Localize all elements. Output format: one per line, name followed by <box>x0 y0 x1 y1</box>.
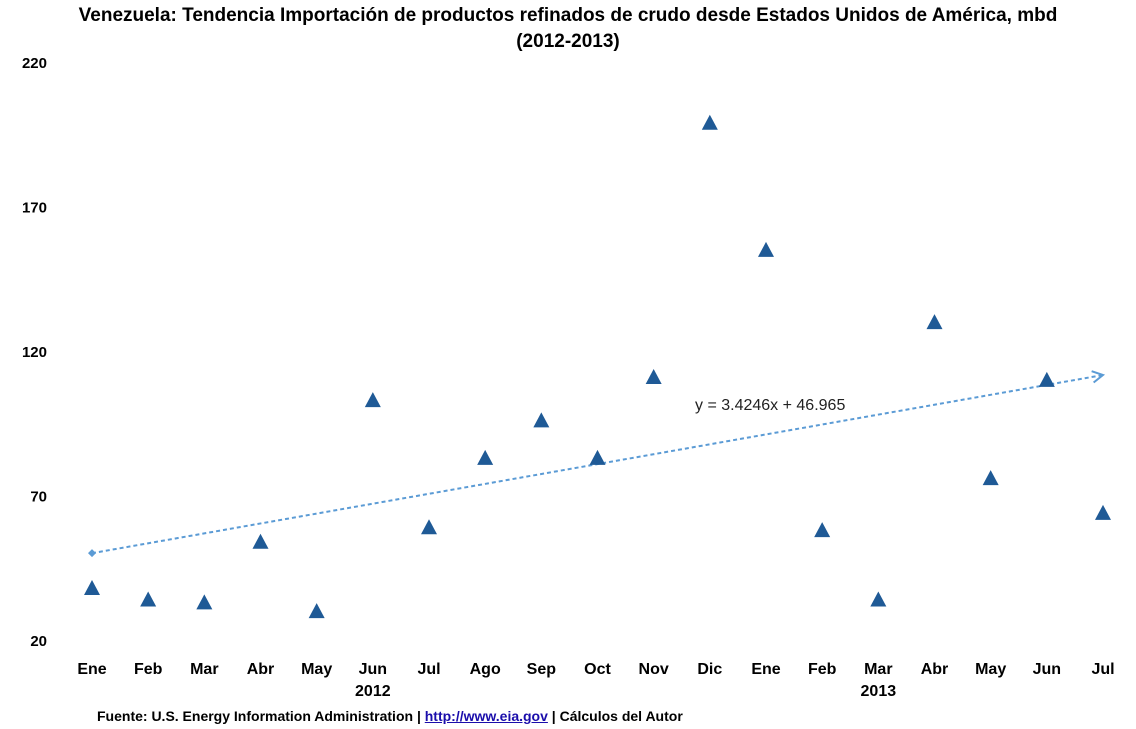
data-point <box>982 470 999 486</box>
data-point <box>364 392 381 408</box>
data-point <box>589 449 606 465</box>
y-tick-label: 220 <box>22 55 47 72</box>
trendline-start-marker <box>88 549 96 558</box>
x-year-label: 2013 <box>861 683 897 700</box>
data-point <box>533 412 550 428</box>
data-point <box>1095 504 1111 520</box>
trendline-arrowhead <box>1091 370 1106 384</box>
x-tick-label: Ene <box>751 661 780 678</box>
x-tick-label: Feb <box>134 661 163 678</box>
x-tick-label: Jun <box>359 661 387 678</box>
x-tick-label: Jul <box>417 661 440 678</box>
x-tick-label: Sep <box>527 661 557 678</box>
y-tick-label: 20 <box>30 633 47 650</box>
data-point <box>645 369 662 385</box>
x-tick-label: Feb <box>808 661 837 678</box>
data-point <box>1038 371 1055 387</box>
data-points <box>84 114 1111 619</box>
x-tick-label: Jun <box>1033 661 1061 678</box>
data-point <box>140 591 157 607</box>
x-tick-label: May <box>975 661 1006 678</box>
data-point <box>252 533 269 549</box>
data-point <box>701 114 718 130</box>
data-point <box>870 591 887 607</box>
x-axis-year-labels: 2012 2013 <box>355 683 896 700</box>
eia-link[interactable]: http://www.eia.gov <box>424 708 548 724</box>
footer-suffix: | Cálculos del Autor <box>551 708 683 724</box>
x-tick-label: Dic <box>697 661 722 678</box>
x-tick-label: Ago <box>470 661 501 678</box>
data-point <box>308 603 325 619</box>
x-tick-label: Ene <box>77 661 106 678</box>
y-tick-label: 70 <box>30 489 47 506</box>
x-tick-label: Mar <box>864 661 892 678</box>
data-point <box>196 594 213 610</box>
data-point <box>84 579 100 595</box>
x-tick-label: Jul <box>1091 661 1114 678</box>
trendline-equation: y = 3.4246x + 46.965 <box>695 397 845 414</box>
footer-source: Fuente: U.S. Energy Information Administ… <box>97 708 421 724</box>
x-tick-label: Abr <box>921 661 949 678</box>
y-tick-label: 120 <box>22 344 47 361</box>
x-tick-label: Mar <box>190 661 218 678</box>
chart-title-line1: Venezuela: Tendencia Importación de prod… <box>78 5 1058 26</box>
y-axis-ticks: 20 70 120 170 220 <box>22 55 47 650</box>
x-tick-label: Oct <box>584 661 611 678</box>
x-tick-label: Abr <box>247 661 275 678</box>
data-point <box>758 241 774 257</box>
chart-title: Venezuela: Tendencia Importación de prod… <box>0 3 1136 55</box>
data-point <box>926 314 943 330</box>
x-axis-ticks: Ene Feb Mar Abr May Jun Jul Ago Sep Oct Nov Dic Ene F… <box>77 661 1114 678</box>
source-footer: Fuente: U.S. Energy Information Administ… <box>97 708 683 724</box>
data-point <box>421 519 437 535</box>
x-tick-label: Nov <box>639 661 669 678</box>
data-point <box>477 449 494 465</box>
data-point <box>814 522 831 538</box>
y-tick-label: 170 <box>22 200 47 217</box>
chart-subtitle: (2012-2013) <box>516 31 620 52</box>
x-tick-label: May <box>301 661 332 678</box>
x-year-label: 2012 <box>355 683 391 700</box>
